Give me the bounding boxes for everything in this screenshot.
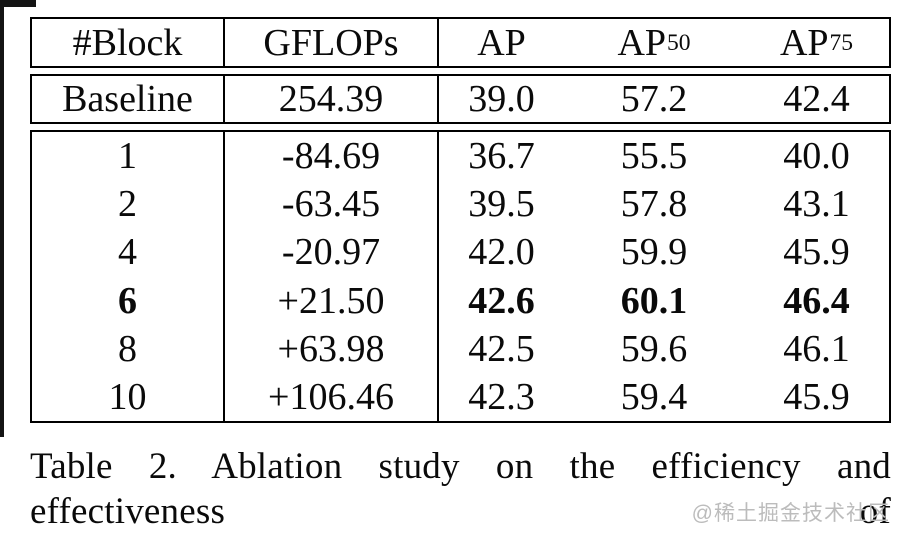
- baseline-ap-group: 39.0 57.2 42.4: [439, 76, 889, 122]
- baseline-cell-ap: 39.0: [468, 78, 535, 120]
- table-caption: Table 2. Ablation study on the efficienc…: [30, 444, 891, 537]
- row-cell-ap75: 46.4: [783, 279, 850, 322]
- row-cell-block: 6: [32, 276, 225, 325]
- ablation-table: #Block GFLOPs AP AP 50 AP 75 Baseline 254.…: [30, 17, 891, 423]
- row-cell-ap75: 46.1: [783, 327, 850, 370]
- row-cell-ap: 36.7: [468, 135, 535, 178]
- header-cell-ap75: AP 75: [779, 21, 854, 64]
- ap50-label: AP: [617, 21, 667, 64]
- row-ap-group: 42.5 59.6 46.1: [439, 325, 889, 373]
- baseline-cell-block: Baseline: [32, 76, 225, 122]
- row-cell-ap50: 59.9: [620, 231, 688, 274]
- row-cell-ap75: 43.1: [783, 183, 850, 226]
- row-cell-ap75: 40.0: [783, 135, 850, 178]
- row-ap-group: 42.0 59.9 45.9: [439, 228, 889, 276]
- row-cell-ap: 42.5: [468, 327, 535, 370]
- row-ap-group: 42.3 59.4 45.9: [439, 373, 889, 421]
- baseline-cell-ap50: 57.2: [620, 78, 688, 120]
- table-row: 1 -84.69 36.7 55.5 40.0: [32, 132, 889, 181]
- header-cell-ap: AP: [477, 21, 526, 64]
- baseline-cell-ap75: 42.4: [783, 78, 850, 120]
- table-row: 2 -63.45 39.5 57.8 43.1: [32, 180, 889, 229]
- row-cell-ap: 42.3: [468, 375, 535, 418]
- header-cell-block: #Block: [32, 19, 225, 66]
- row-cell-ap: 42.0: [468, 231, 535, 274]
- scan-artifact-left-line: [0, 0, 4, 437]
- row-cell-ap50: 57.8: [620, 183, 688, 226]
- row-ap-group: 36.7 55.5 40.0: [439, 132, 889, 180]
- row-cell-ap50: 55.5: [620, 135, 688, 178]
- header-cell-ap50: AP 50: [617, 21, 691, 64]
- row-cell-block: 10: [32, 372, 225, 421]
- table-row: 4 -20.97 42.0 59.9 45.9: [32, 228, 889, 277]
- table-header-row: #Block GFLOPs AP AP 50 AP 75: [30, 17, 891, 68]
- table-baseline-row: Baseline 254.39 39.0 57.2 42.4: [30, 74, 891, 124]
- row-cell-block: 4: [32, 228, 225, 277]
- row-cell-ap50: 59.4: [620, 375, 688, 418]
- header-ap-group: AP AP 50 AP 75: [439, 19, 889, 66]
- row-cell-gflops: +106.46: [225, 372, 439, 421]
- row-cell-gflops: -20.97: [225, 228, 439, 277]
- row-cell-gflops: +63.98: [225, 324, 439, 373]
- row-cell-ap75: 45.9: [783, 231, 850, 274]
- row-cell-ap: 39.5: [468, 183, 535, 226]
- row-cell-gflops: +21.50: [225, 276, 439, 325]
- row-cell-ap50: 60.1: [620, 279, 688, 322]
- table-row: 10 +106.46 42.3 59.4 45.9: [32, 372, 889, 421]
- caption-line-1: Table 2. Ablation study on the efficienc…: [30, 446, 891, 532]
- watermark-text: @稀土掘金技术社区: [691, 502, 890, 525]
- row-cell-ap75: 45.9: [783, 375, 850, 418]
- row-cell-ap: 42.6: [468, 279, 535, 322]
- table-row: 8 +63.98 42.5 59.6 46.1: [32, 324, 889, 373]
- baseline-cell-gflops: 254.39: [225, 76, 439, 122]
- row-cell-gflops: -63.45: [225, 180, 439, 229]
- row-cell-block: 2: [32, 180, 225, 229]
- table-data-rows: 1 -84.69 36.7 55.5 40.0 2 -63.45 39.5 57…: [30, 130, 891, 423]
- scan-artifact-top-dash: [0, 0, 36, 7]
- row-cell-ap50: 59.6: [620, 327, 688, 370]
- row-cell-gflops: -84.69: [225, 132, 439, 181]
- header-cell-gflops: GFLOPs: [225, 19, 439, 66]
- table-row: 6 +21.50 42.6 60.1 46.4: [32, 276, 889, 325]
- row-cell-block: 1: [32, 132, 225, 181]
- row-ap-group: 42.6 60.1 46.4: [439, 276, 889, 324]
- row-ap-group: 39.5 57.8 43.1: [439, 180, 889, 228]
- row-cell-block: 8: [32, 324, 225, 373]
- ap75-label: AP: [779, 21, 829, 64]
